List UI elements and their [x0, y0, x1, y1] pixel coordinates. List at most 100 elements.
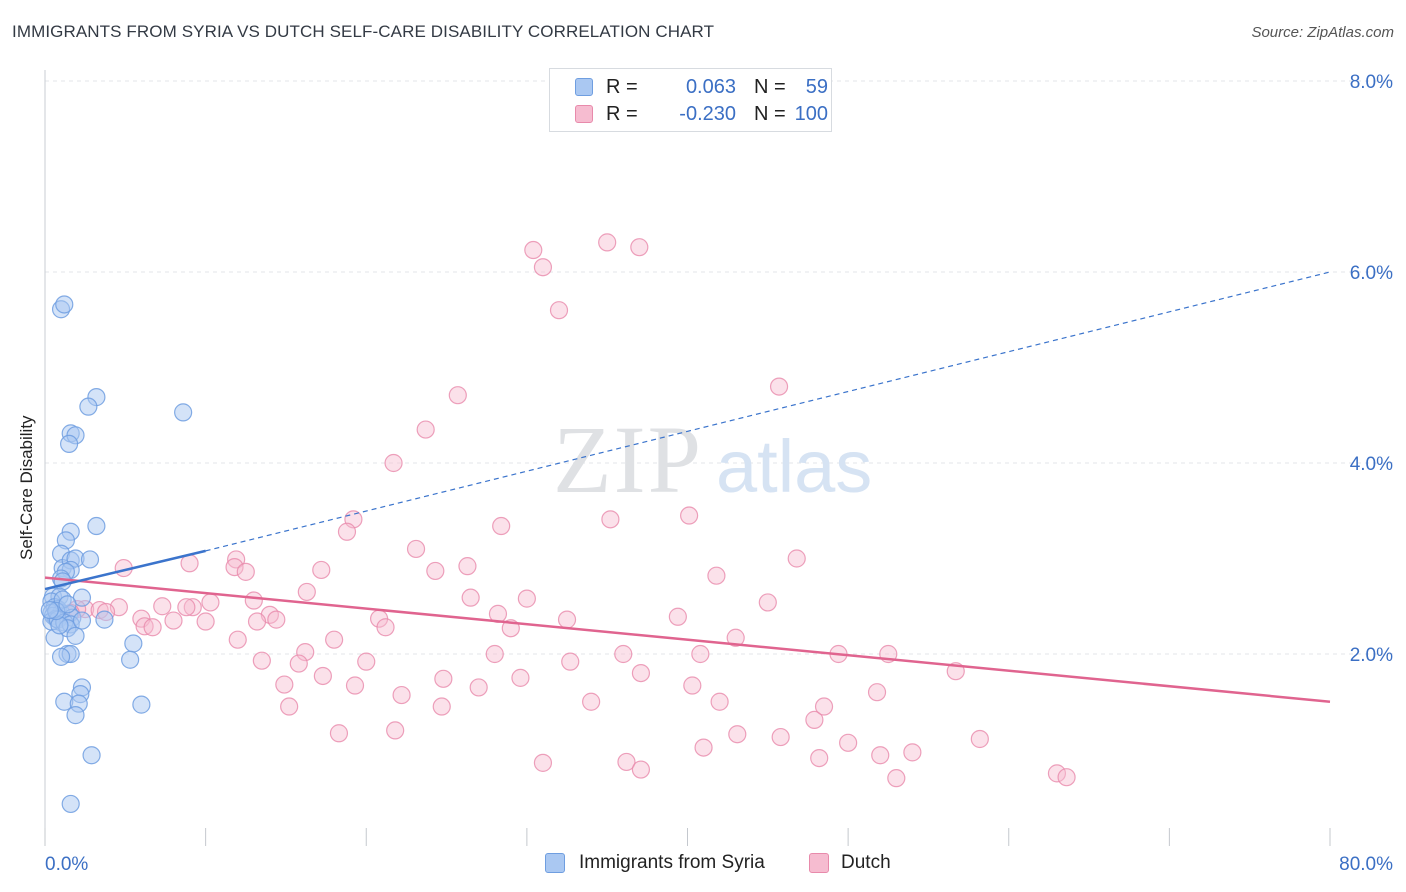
- dutch-point: [406, 539, 426, 559]
- legend-r-label: R =: [606, 76, 638, 98]
- syria-point: [95, 610, 114, 629]
- x-tick-label: 0.0%: [45, 854, 88, 875]
- dutch-point: [153, 597, 172, 616]
- y-tick-label: 8.0%: [1350, 72, 1393, 93]
- dutch-point: [201, 593, 220, 612]
- legend-r-label: R =: [606, 103, 638, 125]
- syria-point: [66, 626, 85, 645]
- dutch-point: [1057, 768, 1076, 787]
- dutch-point: [561, 652, 580, 671]
- syria-point: [124, 634, 143, 653]
- legend-box: R = 0.063 N = 59 R = -0.230 N = 100: [549, 68, 832, 132]
- syria-trend-extension: [205, 271, 1331, 552]
- dutch-trend-line: [44, 576, 1331, 703]
- dutch-point: [275, 675, 294, 694]
- syria-point: [51, 647, 71, 666]
- dutch-point: [247, 612, 267, 631]
- bottom-legend-label-dutch: Dutch: [841, 852, 891, 873]
- watermark-zip: ZIP: [553, 406, 703, 513]
- dutch-point: [289, 654, 308, 673]
- dutch-point: [177, 598, 196, 617]
- bottom-legend-label-syria: Immigrants from Syria: [579, 852, 765, 873]
- syria-point: [121, 650, 140, 669]
- dutch-point: [903, 743, 922, 762]
- dutch-point: [970, 729, 989, 749]
- dutch-point: [345, 676, 365, 695]
- syria-point: [80, 550, 100, 569]
- dutch-point: [434, 669, 453, 688]
- dutch-point: [296, 642, 315, 662]
- syria-point: [58, 595, 77, 614]
- chart-title: IMMIGRANTS FROM SYRIA VS DUTCH SELF-CARE…: [12, 22, 715, 41]
- syria-point: [87, 516, 106, 536]
- dutch-point: [416, 420, 435, 439]
- dutch-point: [805, 710, 824, 729]
- dutch-point: [448, 386, 467, 405]
- dutch-point: [758, 593, 777, 612]
- syria-trend-line: [44, 549, 206, 591]
- dutch-point: [337, 522, 357, 541]
- dutch-point: [426, 561, 445, 581]
- syria-point: [72, 611, 92, 630]
- dutch-point: [228, 630, 247, 649]
- dutch-point: [691, 644, 710, 664]
- dutch-point: [244, 591, 263, 610]
- dutch-point: [458, 557, 477, 576]
- dutch-point: [511, 668, 530, 687]
- dutch-point: [601, 510, 620, 529]
- dutch-point: [557, 610, 577, 629]
- dutch-point: [710, 692, 729, 711]
- dutch-point: [236, 562, 255, 581]
- legend-n-value-dutch: 100: [794, 103, 828, 125]
- y-tick-label: 4.0%: [1350, 454, 1393, 475]
- source-label: Source: ZipAtlas.com: [1251, 24, 1394, 41]
- dutch-point: [524, 240, 543, 260]
- dutch-point: [392, 685, 411, 705]
- y-axis-label: Self-Care Disability: [17, 415, 36, 560]
- dutch-point: [143, 618, 162, 637]
- dutch-point: [617, 752, 636, 772]
- dutch-point: [728, 725, 747, 744]
- dutch-point: [267, 610, 286, 629]
- dutch-point: [533, 753, 553, 772]
- dutch-point: [814, 697, 834, 716]
- dutch-point: [517, 589, 536, 608]
- dutch-point: [297, 582, 316, 602]
- legend-n-value-syria: 59: [805, 76, 828, 98]
- legend-swatch-syria: [575, 78, 593, 96]
- dutch-point: [810, 748, 829, 768]
- dutch-point: [887, 769, 906, 788]
- dutch-point: [598, 233, 617, 252]
- syria-point: [82, 746, 101, 765]
- dutch-point: [769, 377, 789, 396]
- dutch-point: [225, 557, 244, 577]
- dutch-point: [614, 644, 633, 664]
- dutch-point: [707, 566, 726, 585]
- legend-n-label: N =: [754, 76, 786, 98]
- dutch-point: [631, 760, 651, 779]
- syria-point: [174, 403, 193, 422]
- dutch-point: [694, 738, 713, 757]
- legend-swatch-dutch: [575, 105, 593, 123]
- dutch-point: [787, 549, 806, 568]
- dutch-point: [549, 301, 569, 320]
- syria-point: [79, 397, 98, 416]
- syria-point: [55, 295, 74, 314]
- legend-n-label: N =: [754, 103, 786, 125]
- dutch-point: [771, 727, 790, 747]
- dutch-point: [461, 588, 480, 607]
- y-tick-label: 2.0%: [1350, 645, 1393, 666]
- dutch-point: [183, 598, 202, 617]
- dutch-point: [432, 697, 451, 716]
- dutch-point: [668, 607, 687, 626]
- dutch-point: [871, 746, 890, 765]
- dutch-point: [726, 628, 745, 647]
- syria-point: [40, 600, 59, 620]
- dutch-point: [164, 611, 183, 630]
- dutch-point: [533, 258, 553, 277]
- dutch-point: [630, 238, 649, 257]
- legend-r-value-dutch: -0.230: [679, 103, 736, 125]
- syria-point: [132, 695, 151, 714]
- dutch-point: [839, 733, 858, 752]
